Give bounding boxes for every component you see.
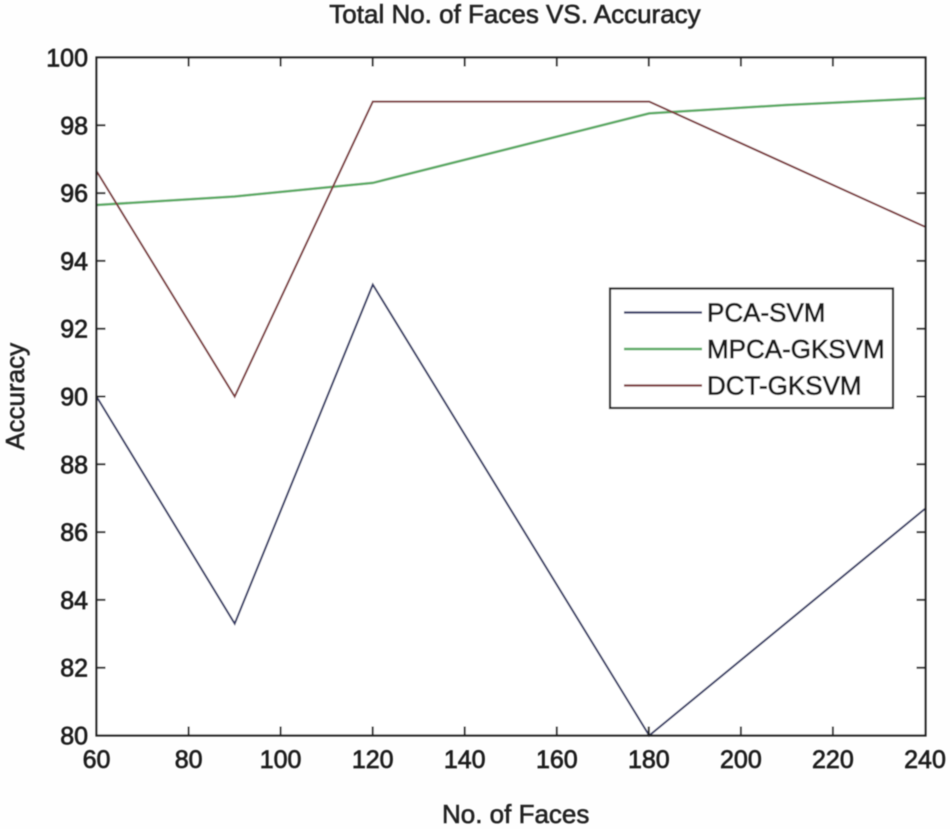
svg-text:84: 84 bbox=[60, 587, 88, 615]
svg-text:180: 180 bbox=[628, 746, 670, 774]
svg-text:88: 88 bbox=[60, 451, 88, 479]
svg-text:100: 100 bbox=[260, 746, 302, 774]
svg-text:80: 80 bbox=[60, 723, 88, 751]
svg-text:140: 140 bbox=[444, 746, 486, 774]
svg-text:94: 94 bbox=[60, 248, 88, 276]
svg-text:Accuracy: Accuracy bbox=[0, 343, 30, 450]
svg-text:96: 96 bbox=[60, 180, 88, 208]
svg-text:PCA-SVM: PCA-SVM bbox=[707, 298, 825, 328]
svg-text:200: 200 bbox=[720, 746, 762, 774]
svg-text:80: 80 bbox=[175, 746, 203, 774]
svg-text:100: 100 bbox=[46, 45, 88, 73]
svg-text:90: 90 bbox=[60, 384, 88, 412]
svg-text:220: 220 bbox=[812, 746, 854, 774]
svg-text:DCT-GKSVM: DCT-GKSVM bbox=[707, 371, 862, 401]
svg-text:120: 120 bbox=[352, 746, 394, 774]
svg-text:98: 98 bbox=[60, 112, 88, 140]
svg-text:MPCA-GKSVM: MPCA-GKSVM bbox=[707, 334, 885, 364]
svg-text:86: 86 bbox=[60, 519, 88, 547]
svg-text:Total No. of Faces VS. Accurac: Total No. of Faces VS. Accuracy bbox=[329, 0, 700, 29]
svg-text:60: 60 bbox=[83, 746, 111, 774]
svg-text:82: 82 bbox=[60, 655, 88, 683]
svg-text:240: 240 bbox=[904, 746, 946, 774]
svg-text:160: 160 bbox=[536, 746, 578, 774]
svg-text:No. of Faces: No. of Faces bbox=[442, 799, 589, 829]
svg-text:92: 92 bbox=[60, 316, 88, 344]
